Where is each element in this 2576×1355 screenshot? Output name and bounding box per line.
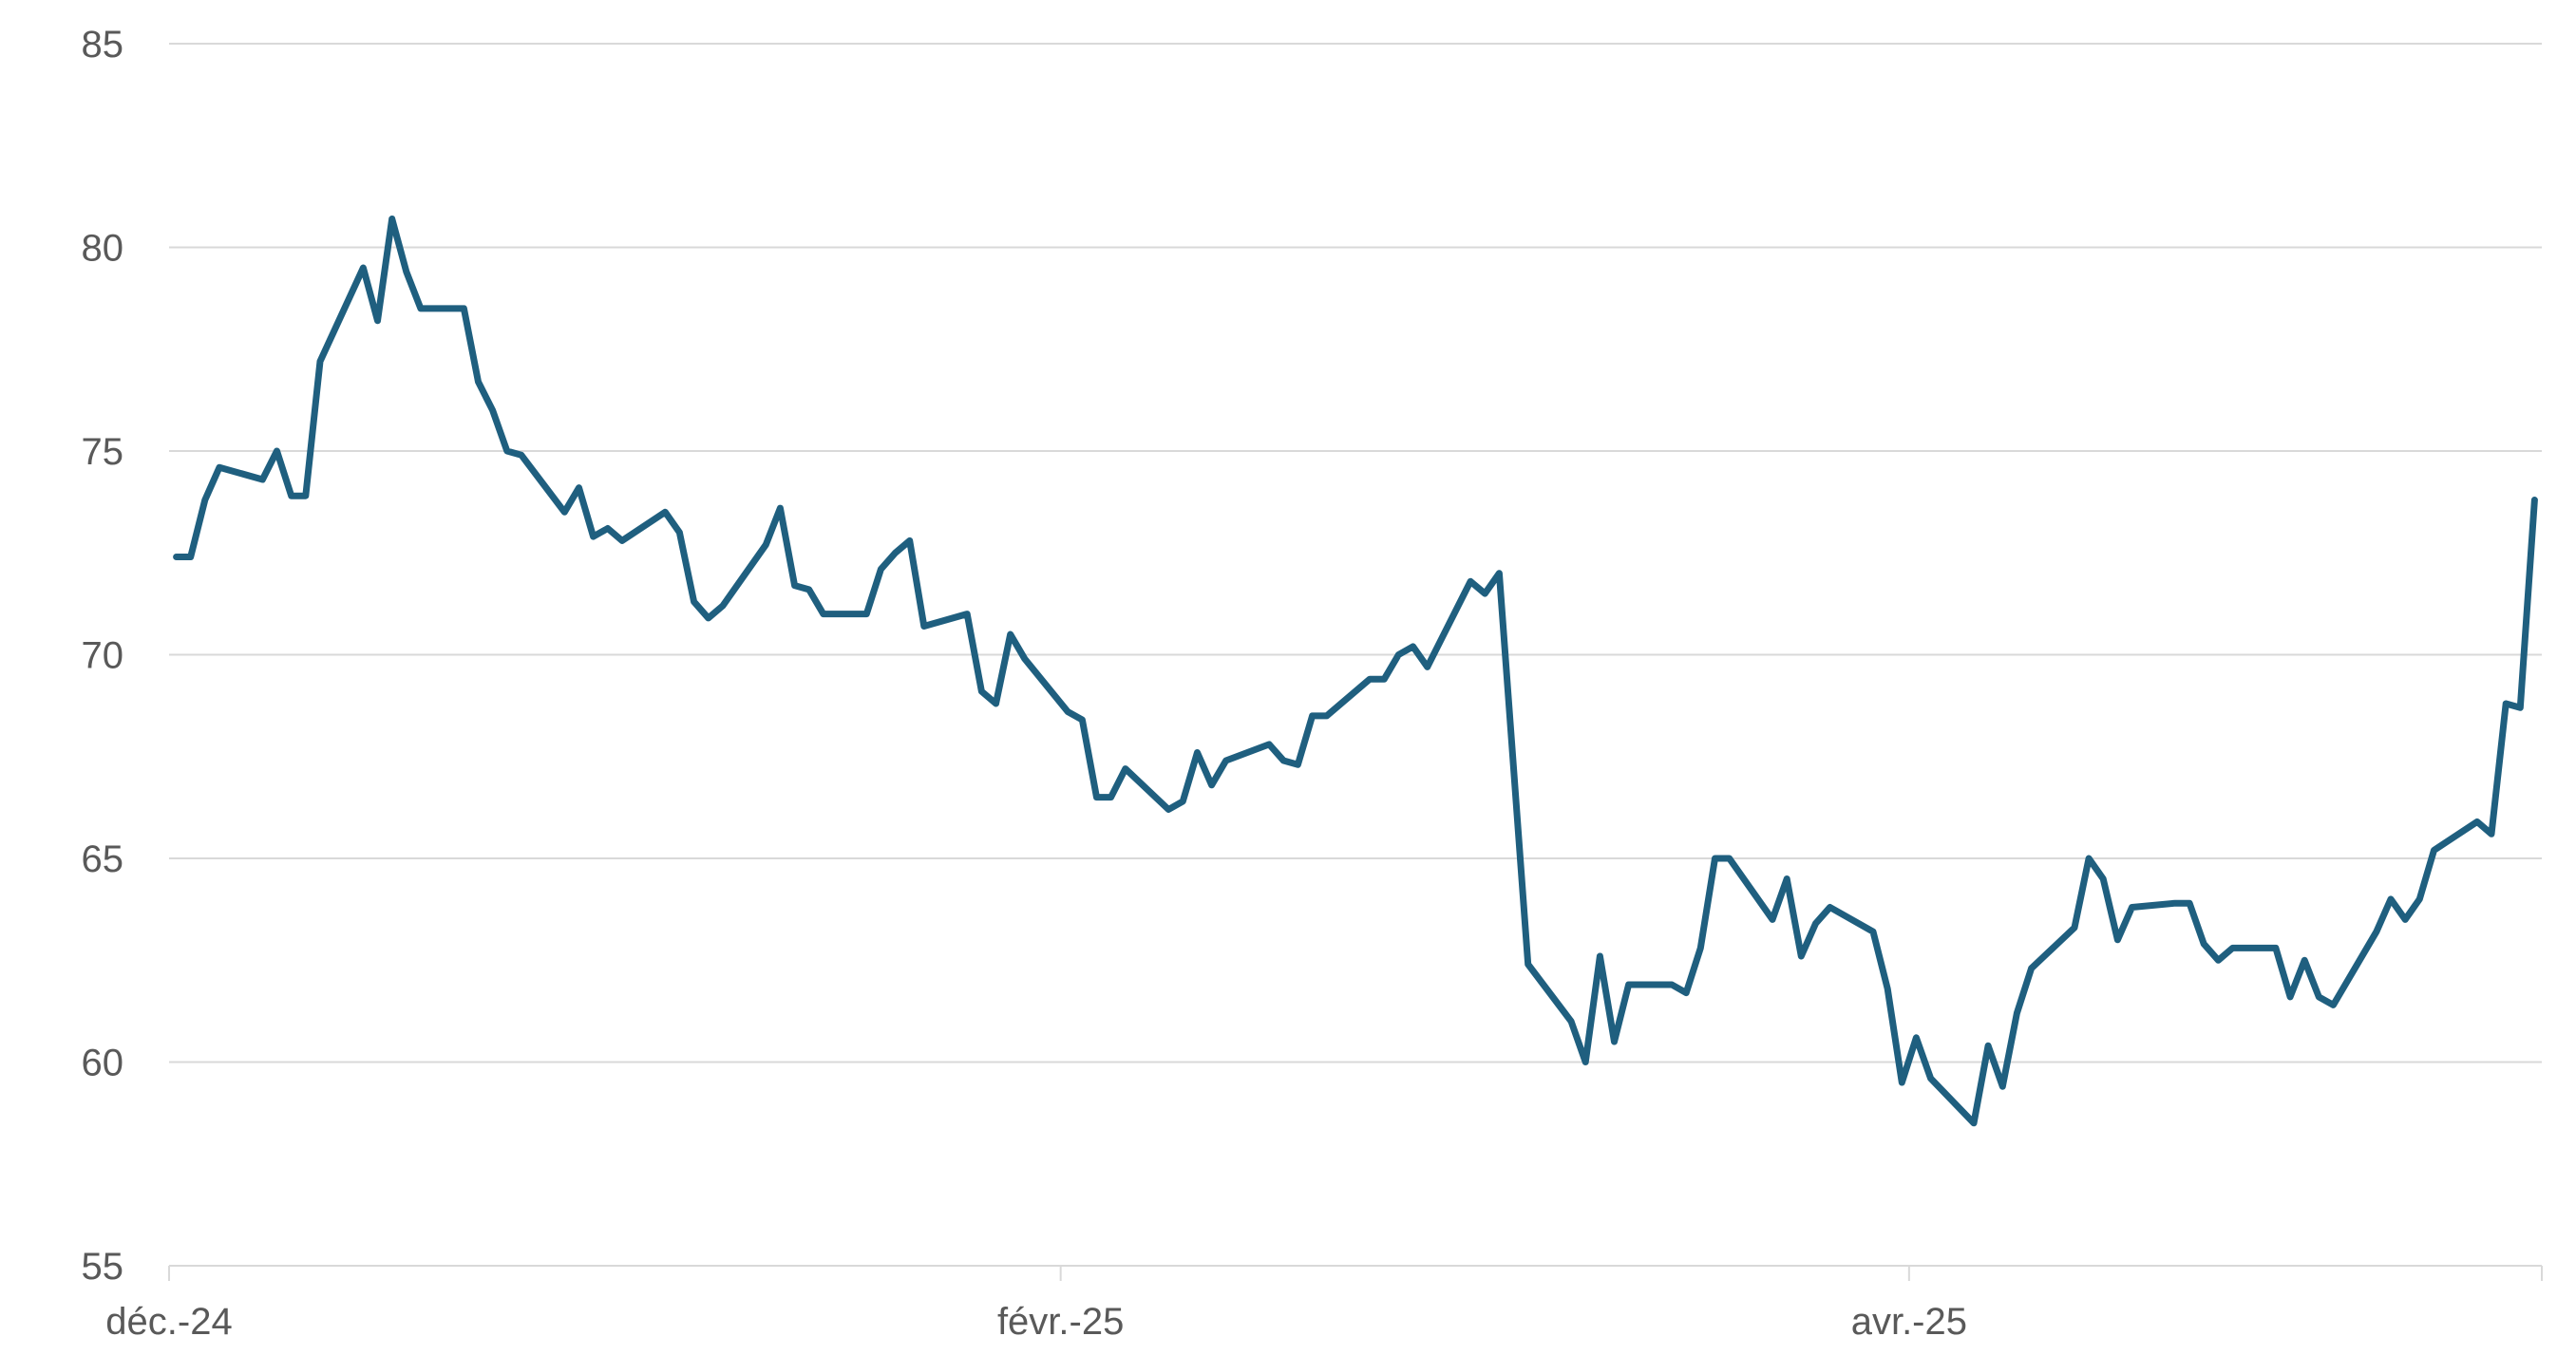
series-line [173,216,2538,1127]
y-tick-label: 75 [82,431,124,473]
y-tick-label: 80 [82,228,124,270]
y-tick-label: 70 [82,635,124,677]
series-group [173,216,2538,1127]
x-axis: déc.-24 févr.-25 avr.-25 [105,1266,2543,1343]
gridlines [169,43,2542,1267]
x-tick-label: févr.-25 [997,1301,1124,1343]
y-axis-ticks: 55 60 65 70 75 80 85 [82,24,124,1288]
y-tick-label: 65 [82,838,124,880]
y-tick-label: 55 [82,1246,124,1288]
x-tick-label: déc.-24 [105,1301,232,1343]
y-tick-label: 85 [82,24,124,66]
y-tick-label: 60 [82,1043,124,1084]
x-tick-label: avr.-25 [1851,1301,1967,1343]
